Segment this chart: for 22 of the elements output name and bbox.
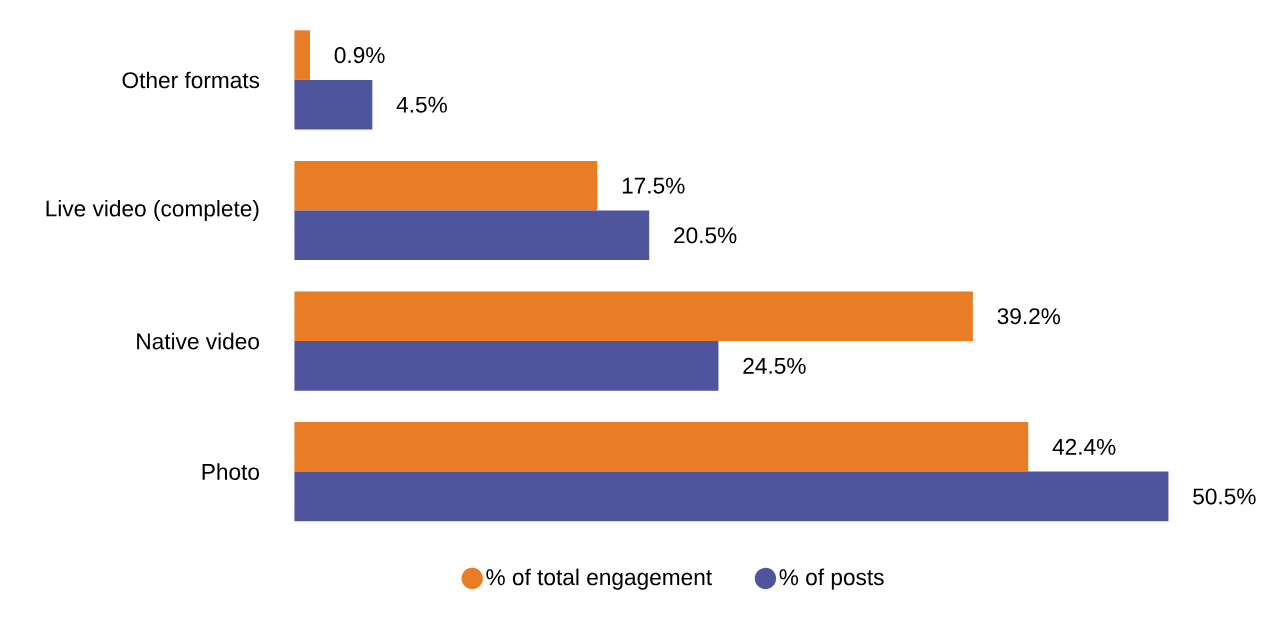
data-label: 24.5%	[743, 357, 806, 374]
bar	[294, 79, 373, 130]
y-tick-label: Other formats	[122, 71, 260, 89]
bar	[294, 471, 1169, 521]
data-label: 4.5%	[396, 96, 447, 113]
bar	[294, 340, 719, 391]
bar	[294, 160, 598, 211]
y-tick-label: Native video	[137, 332, 259, 350]
bar	[294, 210, 650, 260]
data-label: 20.5%	[674, 227, 737, 244]
data-label: 50.5%	[1193, 488, 1256, 505]
y-tick-label: Photo	[202, 463, 260, 480]
bar	[294, 30, 310, 80]
data-label: 0.9%	[334, 46, 385, 63]
legend-label: % of total engagement	[486, 568, 712, 590]
data-label: 42.4%	[1052, 438, 1116, 455]
data-label: 17.5%	[622, 177, 685, 194]
legend-label: % of posts	[779, 568, 884, 590]
bar	[294, 421, 1029, 472]
bar	[294, 291, 973, 341]
y-tick-label: Live video (complete)	[46, 199, 259, 221]
data-label: 39.2%	[997, 307, 1061, 325]
